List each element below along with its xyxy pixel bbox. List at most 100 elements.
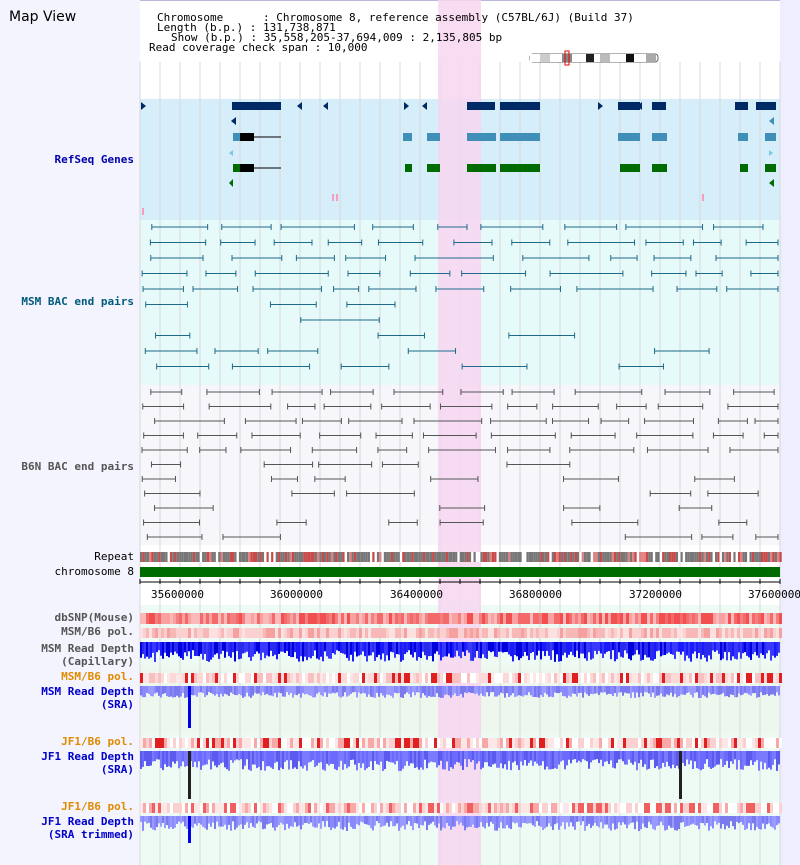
heat-cell bbox=[536, 803, 539, 813]
depth-bar bbox=[504, 751, 506, 765]
heat-cell bbox=[329, 613, 332, 624]
heat-cell bbox=[188, 613, 191, 624]
depth-bar bbox=[302, 816, 304, 825]
heat-cell bbox=[614, 803, 617, 813]
depth-bar bbox=[574, 642, 576, 657]
heat-cell bbox=[161, 613, 164, 624]
depth-bar bbox=[564, 816, 566, 830]
repeat-segment bbox=[165, 552, 168, 562]
heat-cell bbox=[677, 738, 680, 748]
depth-bar bbox=[476, 751, 478, 764]
depth-bar bbox=[588, 642, 590, 653]
depth-bar bbox=[176, 686, 178, 696]
heat-cell bbox=[320, 738, 323, 748]
depth-bar bbox=[666, 642, 668, 654]
depth-bar bbox=[422, 686, 424, 694]
depth-bar bbox=[566, 751, 568, 766]
repeat-segment bbox=[342, 552, 345, 562]
heat-cell bbox=[665, 673, 668, 683]
depth-bar bbox=[776, 751, 778, 771]
heat-cell bbox=[341, 613, 344, 624]
heat-cell bbox=[185, 613, 188, 624]
heat-cell bbox=[182, 613, 185, 624]
repeat-segment bbox=[151, 552, 154, 562]
gene-arrow bbox=[229, 150, 233, 156]
heat-cell bbox=[290, 803, 293, 813]
depth-bar bbox=[632, 816, 634, 823]
depth-bar bbox=[280, 686, 282, 694]
depth-bar bbox=[370, 686, 372, 697]
heat-cell bbox=[539, 738, 542, 748]
repeat-segment bbox=[406, 552, 410, 562]
track-label-jf1-b6-pol-1[interactable]: JF1/B6 pol. bbox=[61, 735, 134, 748]
track-label-msm-b6-pol-1[interactable]: MSM/B6 pol. bbox=[61, 625, 134, 638]
depth-bar bbox=[546, 751, 548, 767]
ideogram-band bbox=[572, 54, 586, 62]
heat-cell bbox=[656, 803, 659, 813]
track-label-refseq-genes[interactable]: RefSeq Genes bbox=[54, 153, 134, 166]
heat-cell bbox=[746, 628, 749, 638]
repeat-segment bbox=[326, 552, 329, 562]
depth-bar bbox=[456, 751, 458, 762]
track-label-msm-rd-cap-1[interactable]: MSM Read Depth bbox=[41, 642, 134, 655]
track-label-msm-rd-sra-1[interactable]: MSM Read Depth bbox=[41, 685, 134, 698]
depth-bar bbox=[712, 751, 714, 768]
track-label-jf1-rd-sra-1[interactable]: JF1 Read Depth bbox=[41, 750, 134, 763]
depth-bar bbox=[576, 686, 578, 697]
heat-cell bbox=[452, 628, 455, 638]
heat-cell bbox=[599, 673, 602, 683]
track-label-b6n-bac[interactable]: B6N BAC end pairs bbox=[21, 460, 134, 473]
depth-bar bbox=[408, 751, 410, 766]
depth-bar bbox=[568, 816, 570, 827]
heat-cell bbox=[545, 803, 548, 813]
track-label-msm-bac[interactable]: MSM BAC end pairs bbox=[21, 295, 134, 308]
depth-bar bbox=[208, 751, 210, 760]
repeat-segment bbox=[590, 552, 594, 562]
depth-bar bbox=[172, 816, 174, 829]
repeat-segment bbox=[149, 552, 152, 562]
heat-cell bbox=[575, 628, 578, 638]
heat-cell bbox=[257, 738, 260, 748]
depth-bar bbox=[236, 816, 238, 828]
depth-bar bbox=[362, 751, 364, 764]
heat-cell bbox=[275, 738, 278, 748]
heat-cell bbox=[434, 738, 437, 748]
depth-bar bbox=[552, 686, 554, 698]
depth-bar bbox=[506, 816, 508, 826]
track-label-jf1-rd-trim-2: (SRA trimmed) bbox=[47, 828, 134, 841]
depth-bar bbox=[186, 642, 188, 657]
depth-bar bbox=[636, 816, 638, 822]
heat-cell bbox=[197, 628, 200, 638]
repeat-segment bbox=[510, 552, 513, 562]
repeat-segment bbox=[724, 552, 727, 562]
heat-cell bbox=[428, 803, 431, 813]
heat-cell bbox=[605, 673, 608, 683]
depth-bar bbox=[300, 686, 302, 698]
heat-cell bbox=[671, 738, 674, 748]
heat-cell bbox=[668, 803, 671, 813]
depth-bar bbox=[480, 642, 482, 659]
gene-feature bbox=[467, 102, 495, 110]
repeat-segment bbox=[705, 552, 709, 562]
heat-cell bbox=[356, 613, 359, 624]
repeat-segment bbox=[572, 552, 575, 562]
heat-cell bbox=[776, 738, 779, 748]
depth-bar bbox=[728, 642, 730, 653]
depth-bar bbox=[770, 642, 772, 661]
depth-bar bbox=[622, 751, 624, 762]
depth-bar bbox=[248, 751, 250, 770]
depth-bar bbox=[414, 642, 416, 653]
track-label-dbsnp[interactable]: dbSNP(Mouse) bbox=[54, 611, 134, 624]
heat-cell bbox=[311, 803, 314, 813]
track-label-msm-b6-pol-2[interactable]: MSM/B6 pol. bbox=[61, 670, 134, 683]
depth-bar bbox=[760, 751, 762, 762]
depth-bar bbox=[606, 642, 608, 652]
depth-bar bbox=[672, 686, 674, 697]
track-label-jf1-rd-trim-1[interactable]: JF1 Read Depth bbox=[41, 815, 134, 828]
depth-bar bbox=[362, 686, 364, 693]
heat-cell bbox=[689, 673, 692, 683]
depth-bar bbox=[708, 642, 710, 656]
heat-cell bbox=[731, 803, 734, 813]
track-label-jf1-b6-pol-2[interactable]: JF1/B6 pol. bbox=[61, 800, 134, 813]
